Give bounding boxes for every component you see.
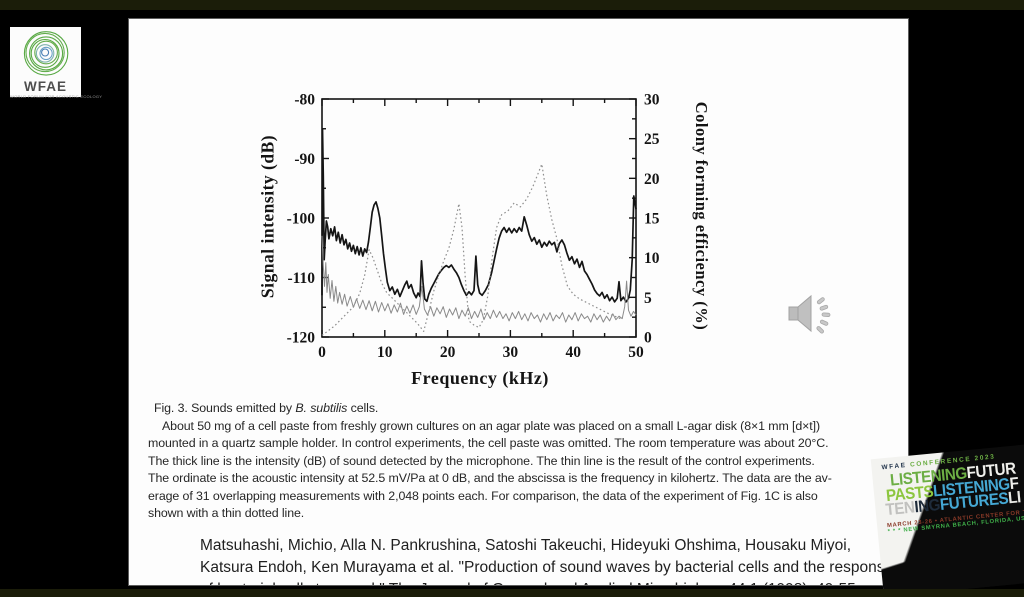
svg-text:30: 30 (644, 92, 660, 109)
y-axis-title-right: Colony forming efficiency (%) (692, 101, 711, 331)
figure-caption: Fig. 3. Sounds emitted by B. subtilis ce… (148, 400, 886, 523)
caption-title-segment: B. subtilis (295, 401, 348, 415)
presentation-slide: 0 10 20 30 40 50 -80 -90 -100 -110 -120 30 25 20 15 10 5… (129, 19, 908, 585)
speaker-icon[interactable] (786, 291, 834, 343)
svg-text:-80: -80 (294, 92, 315, 109)
svg-text:0: 0 (318, 344, 326, 361)
citation: Matsuhashi, Michio, Alla N. Pankrushina,… (200, 535, 893, 585)
svg-text:-110: -110 (287, 270, 315, 287)
wfae-logo: WFAE WORLD FORUM FOR ACOUSTIC ECOLOGY (10, 27, 103, 99)
svg-text:5: 5 (644, 290, 652, 307)
citation-line: of bacterial cells to sound." The Journa… (200, 579, 893, 585)
x-axis-title: Frequency (kHz) (411, 368, 549, 388)
citation-line: Matsuhashi, Michio, Alla N. Pankrushina,… (200, 537, 852, 554)
svg-text:50: 50 (628, 344, 644, 361)
caption-line: The thick line is the intensity (dB) of … (148, 453, 815, 468)
bottom-letterbox-bar (0, 589, 1024, 597)
svg-text:-100: -100 (287, 211, 316, 228)
citation-line: Katsura Endoh, Ken Murayama et al. "Prod… (200, 559, 894, 576)
svg-text:30: 30 (503, 344, 519, 361)
speaker-icon-graphic (788, 294, 831, 334)
conference-poster: WFAE CONFERENCE 2023 LISTENINGFUTUR PASTS… (870, 439, 1024, 597)
caption-line: About 50 mg of a cell paste from freshly… (162, 418, 821, 433)
wfae-logo-tagline: WORLD FORUM FOR ACOUSTIC ECOLOGY (10, 94, 103, 99)
caption-line: erage of 31 overlapping measurements wit… (148, 488, 818, 503)
caption-title-segment: Fig. 3. Sounds emitted by (154, 401, 296, 415)
top-letterbox-bar (0, 0, 1024, 10)
caption-line: shown with a thin dotted line. (148, 506, 305, 520)
caption-line: The ordinate is the acoustic intensity a… (148, 471, 832, 485)
chart-canvas: 0 10 20 30 40 50-80-90-100-110-12030252015105… (287, 92, 660, 362)
svg-text:-90: -90 (294, 151, 315, 168)
caption-body: About 50 mg of a cell paste from freshly… (148, 418, 886, 523)
caption-line: mounted in a quartz sample holder. In co… (148, 436, 829, 450)
svg-text:20: 20 (440, 344, 456, 361)
wfae-rings-icon (23, 31, 69, 76)
y-axis-title-left: Signal intensity (dB) (257, 134, 278, 299)
poster-text-segment: ING (913, 496, 941, 517)
caption-title-segment: cells. (347, 401, 379, 415)
poster-text-segment: LI (1007, 488, 1022, 508)
caption-title: Fig. 3. Sounds emitted by B. subtilis ce… (148, 400, 886, 418)
svg-text:0: 0 (644, 330, 652, 347)
svg-text:10: 10 (377, 344, 393, 361)
svg-text:-120: -120 (287, 330, 316, 347)
svg-text:10: 10 (644, 250, 660, 267)
svg-text:20: 20 (644, 171, 660, 188)
svg-text:40: 40 (565, 344, 581, 361)
wfae-logo-text: WFAE (24, 79, 67, 94)
poster-text-segment: TEN (884, 498, 916, 520)
svg-text:25: 25 (644, 131, 660, 148)
svg-text:15: 15 (644, 211, 660, 228)
